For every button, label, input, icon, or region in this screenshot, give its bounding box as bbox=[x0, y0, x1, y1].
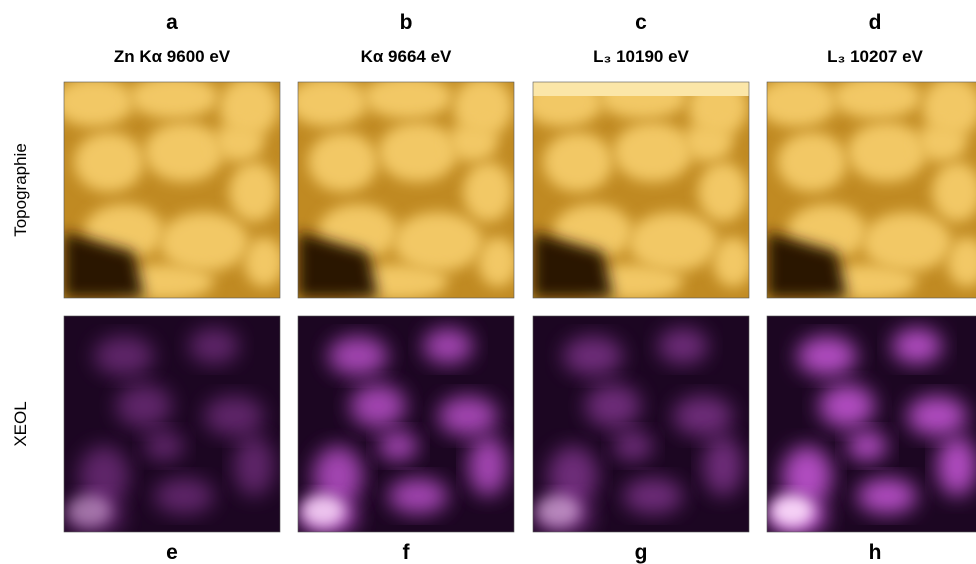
xeol-image bbox=[298, 316, 514, 536]
grain bbox=[214, 122, 264, 162]
panel-title: Zn Kα 9600 eV bbox=[114, 47, 231, 66]
emission bbox=[907, 396, 967, 436]
panel-title: L₃ 10190 eV bbox=[593, 47, 689, 66]
hotspot bbox=[301, 495, 345, 527]
emission bbox=[613, 431, 653, 461]
xeol-image bbox=[533, 316, 749, 536]
xeol-image bbox=[64, 316, 280, 536]
panel-letter: h bbox=[869, 541, 882, 564]
emission bbox=[673, 396, 733, 436]
panel-letter: d bbox=[869, 11, 882, 34]
grain bbox=[757, 77, 837, 127]
grain bbox=[777, 132, 847, 192]
grain bbox=[74, 132, 144, 192]
grain bbox=[713, 237, 753, 287]
emission bbox=[154, 478, 214, 514]
emission bbox=[423, 328, 473, 364]
topography-image bbox=[288, 75, 518, 300]
row-label: XEOL bbox=[11, 401, 30, 446]
grain bbox=[463, 162, 513, 222]
grain bbox=[917, 122, 967, 162]
emission bbox=[585, 384, 641, 428]
topography-image bbox=[54, 75, 284, 300]
hotspot bbox=[770, 495, 814, 527]
page: {"panels": [ {"letter": "a", "title": "Z… bbox=[0, 0, 976, 564]
grain bbox=[683, 122, 733, 162]
figure: Topographie XEOL a Zn Kα 9600 eV e b Kα 9664… bbox=[0, 0, 976, 564]
hotspot bbox=[536, 495, 580, 527]
grain bbox=[129, 75, 219, 119]
emission bbox=[144, 431, 184, 461]
emission bbox=[378, 431, 418, 461]
topography-image bbox=[523, 75, 753, 300]
grain bbox=[393, 212, 483, 272]
emission bbox=[388, 478, 448, 514]
grain bbox=[832, 75, 922, 119]
panel-title: L₃ 10207 eV bbox=[827, 47, 923, 66]
grain bbox=[543, 132, 613, 192]
emission bbox=[189, 328, 239, 364]
row-label: Topographie bbox=[11, 143, 30, 237]
grain bbox=[598, 75, 688, 119]
grain bbox=[308, 132, 378, 192]
xeol-image bbox=[767, 316, 976, 536]
panel-title: Kα 9664 eV bbox=[361, 47, 452, 66]
grain bbox=[628, 212, 718, 272]
grain bbox=[229, 162, 279, 222]
emission bbox=[892, 328, 942, 364]
panel-letter: e bbox=[166, 541, 178, 564]
emission bbox=[234, 436, 274, 496]
grain bbox=[363, 75, 453, 119]
emission bbox=[563, 336, 623, 376]
emission bbox=[658, 328, 708, 364]
grain bbox=[54, 77, 134, 127]
grain bbox=[144, 122, 224, 182]
emission bbox=[703, 436, 743, 496]
panel-letter: a bbox=[166, 11, 178, 34]
panel-letter: f bbox=[403, 541, 411, 564]
emission bbox=[438, 396, 498, 436]
grain bbox=[862, 212, 952, 272]
emission bbox=[204, 396, 264, 436]
emission bbox=[116, 384, 172, 428]
panel-letter: c bbox=[635, 11, 647, 34]
emission bbox=[857, 478, 917, 514]
panel-letter: g bbox=[635, 541, 648, 564]
grain bbox=[847, 122, 927, 182]
emission bbox=[94, 336, 154, 376]
grain bbox=[378, 122, 458, 182]
topography-image bbox=[757, 75, 976, 300]
emission bbox=[328, 336, 388, 376]
hotspot bbox=[67, 495, 111, 527]
grain bbox=[159, 212, 249, 272]
grain bbox=[244, 237, 284, 287]
grain bbox=[478, 237, 518, 287]
scan-band bbox=[533, 82, 749, 96]
emission bbox=[797, 336, 857, 376]
emission bbox=[623, 478, 683, 514]
grain bbox=[698, 162, 748, 222]
panel-letter: b bbox=[400, 11, 413, 34]
emission bbox=[468, 436, 508, 496]
emission bbox=[819, 384, 875, 428]
grain bbox=[613, 122, 693, 182]
emission bbox=[350, 384, 406, 428]
emission bbox=[847, 431, 887, 461]
emission bbox=[937, 436, 976, 496]
grain bbox=[448, 122, 498, 162]
grain bbox=[288, 77, 368, 127]
